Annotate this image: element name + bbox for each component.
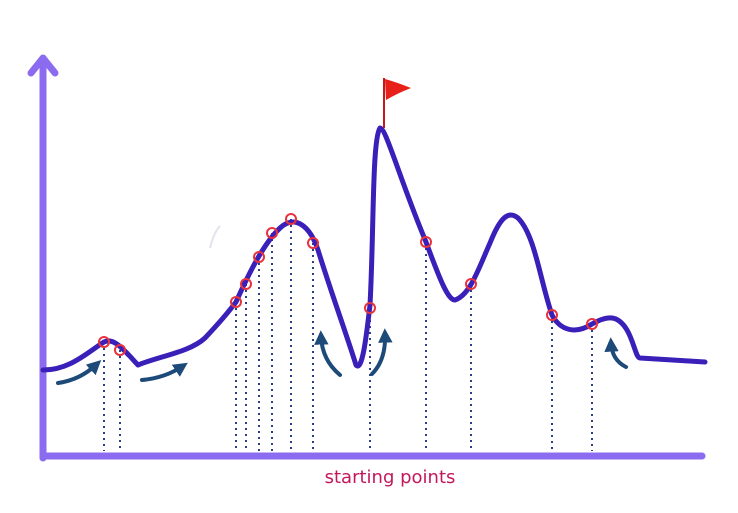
climb-arrow-icon: [56, 360, 102, 385]
starting-point: [266, 227, 278, 239]
starting-point: [546, 309, 558, 321]
starting-point: [420, 236, 432, 248]
flag-icon: [383, 78, 411, 128]
starting-point: [307, 237, 319, 249]
starting-point: [586, 318, 598, 330]
x-axis-label: starting points: [325, 467, 456, 488]
climb-arrow-icon: [314, 330, 342, 377]
axes: [27, 54, 706, 462]
climb-arrow-icon: [604, 337, 628, 369]
landscape-curve: [40, 125, 708, 373]
starting-point: [240, 278, 252, 290]
starting-point: [98, 336, 110, 348]
starting-point: [465, 278, 477, 290]
starting-point-guides: [103, 219, 593, 451]
starting-point-markers: [98, 213, 598, 356]
climb-arrow-icon: [140, 362, 188, 382]
starting-point: [114, 344, 126, 356]
starting-point: [230, 296, 242, 308]
climb-arrow-icon: [370, 328, 393, 376]
climb-arrows: [56, 328, 628, 385]
faint-curve: [209, 225, 221, 249]
flag-cloth: [385, 79, 411, 100]
starting-point: [285, 213, 297, 225]
starting-point: [364, 302, 376, 314]
y-axis-arrowhead: [27, 54, 59, 77]
starting-point: [253, 251, 265, 263]
